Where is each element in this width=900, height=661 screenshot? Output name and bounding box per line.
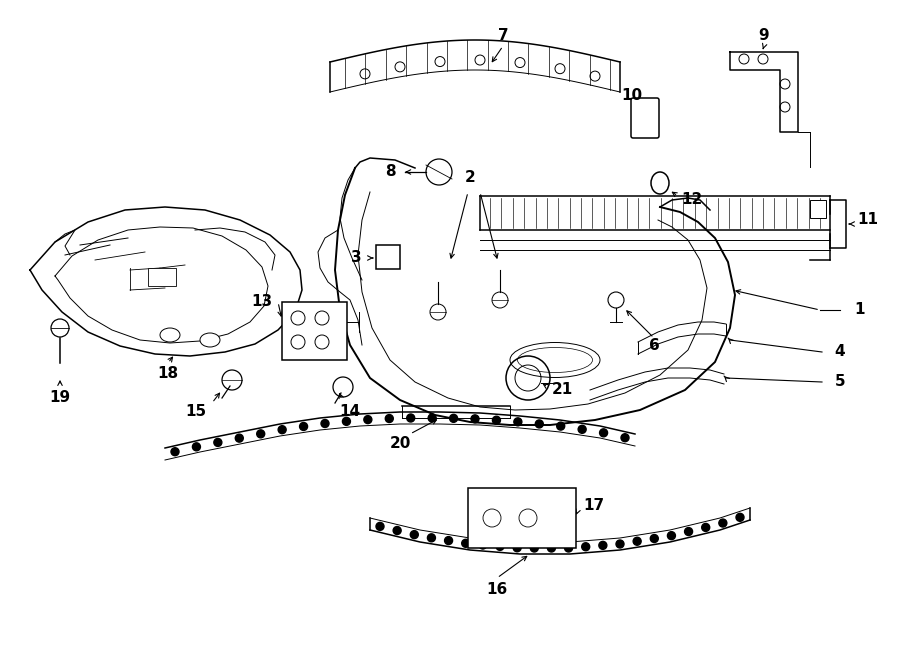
Ellipse shape	[200, 333, 220, 347]
Circle shape	[479, 541, 487, 549]
Ellipse shape	[651, 172, 669, 194]
Circle shape	[685, 527, 693, 535]
Text: 5: 5	[834, 375, 845, 389]
Circle shape	[651, 535, 658, 543]
Circle shape	[385, 414, 393, 422]
Text: 7: 7	[498, 28, 508, 42]
Circle shape	[410, 531, 419, 539]
Circle shape	[393, 527, 401, 535]
Ellipse shape	[160, 328, 180, 342]
Circle shape	[557, 422, 564, 430]
Circle shape	[376, 522, 384, 530]
Circle shape	[278, 426, 286, 434]
Circle shape	[633, 537, 641, 545]
Circle shape	[616, 540, 624, 548]
Circle shape	[581, 543, 590, 551]
Circle shape	[450, 414, 457, 422]
Text: 2: 2	[464, 171, 475, 186]
Text: 21: 21	[552, 383, 572, 397]
Circle shape	[214, 438, 222, 446]
Circle shape	[578, 425, 586, 434]
Text: 20: 20	[390, 436, 410, 451]
Circle shape	[598, 541, 607, 549]
Text: 18: 18	[158, 366, 178, 381]
Circle shape	[171, 447, 179, 455]
Circle shape	[428, 414, 436, 422]
Circle shape	[321, 420, 329, 428]
Text: 6: 6	[649, 338, 660, 354]
Circle shape	[719, 519, 727, 527]
Circle shape	[256, 430, 265, 438]
FancyBboxPatch shape	[148, 268, 176, 286]
Text: 12: 12	[681, 192, 703, 208]
Circle shape	[736, 514, 744, 522]
Circle shape	[668, 531, 675, 539]
Circle shape	[530, 544, 538, 552]
Circle shape	[471, 415, 479, 423]
Text: 10: 10	[621, 87, 643, 102]
Circle shape	[300, 422, 308, 430]
Circle shape	[445, 537, 453, 545]
Text: 8: 8	[384, 165, 395, 180]
Circle shape	[702, 524, 710, 531]
Text: 19: 19	[50, 391, 70, 405]
Circle shape	[193, 443, 201, 451]
Text: 16: 16	[486, 582, 508, 598]
Circle shape	[428, 534, 436, 542]
Text: 4: 4	[834, 344, 845, 360]
Circle shape	[407, 414, 415, 422]
Circle shape	[496, 543, 504, 551]
Text: 15: 15	[185, 405, 207, 420]
Circle shape	[492, 416, 500, 424]
Circle shape	[621, 434, 629, 442]
Circle shape	[462, 539, 470, 547]
Ellipse shape	[518, 348, 592, 373]
FancyBboxPatch shape	[468, 488, 576, 548]
Circle shape	[342, 417, 350, 426]
Circle shape	[536, 420, 544, 428]
Circle shape	[513, 544, 521, 552]
FancyBboxPatch shape	[810, 200, 826, 218]
Text: 14: 14	[339, 405, 361, 420]
Text: 1: 1	[855, 303, 865, 317]
FancyBboxPatch shape	[376, 245, 400, 269]
Circle shape	[547, 544, 555, 552]
Circle shape	[235, 434, 243, 442]
Ellipse shape	[510, 342, 600, 377]
Text: 13: 13	[251, 295, 273, 309]
FancyBboxPatch shape	[631, 98, 659, 138]
FancyBboxPatch shape	[282, 302, 347, 360]
Circle shape	[364, 416, 372, 424]
Text: 11: 11	[858, 212, 878, 227]
Text: 9: 9	[759, 28, 769, 42]
Text: 3: 3	[351, 251, 361, 266]
Circle shape	[564, 544, 572, 552]
Text: 17: 17	[583, 498, 605, 512]
Circle shape	[599, 429, 608, 437]
Circle shape	[514, 418, 522, 426]
